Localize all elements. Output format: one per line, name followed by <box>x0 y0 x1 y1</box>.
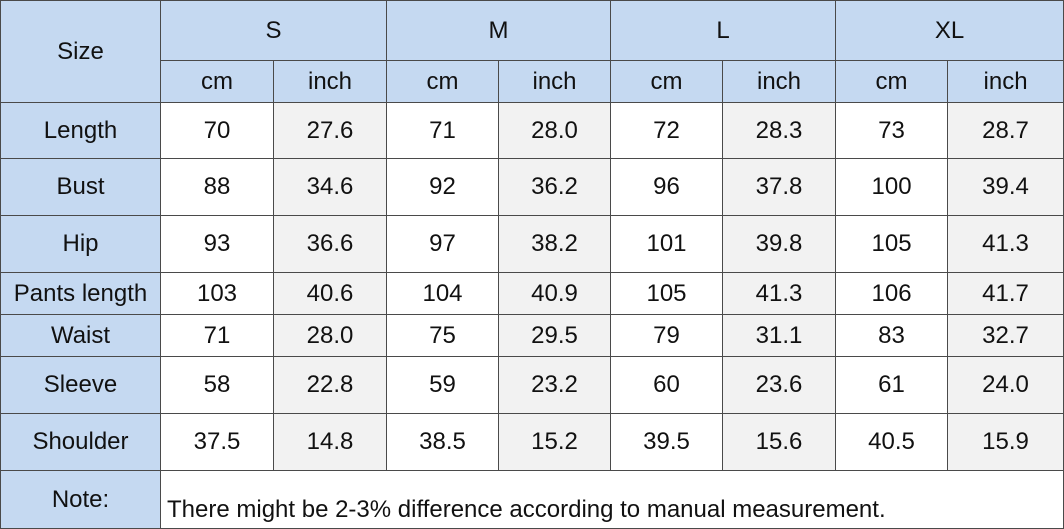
unit-header: inch <box>722 60 837 103</box>
value-cell: 83 <box>835 314 949 357</box>
value-cell: 28.0 <box>498 102 612 159</box>
value-cell: 15.2 <box>498 413 612 471</box>
value-cell: 36.2 <box>498 158 612 216</box>
value-cell: 59 <box>386 356 500 414</box>
value-cell: 31.1 <box>722 314 837 357</box>
value-cell: 41.7 <box>947 272 1064 315</box>
value-cell: 79 <box>610 314 724 357</box>
value-cell: 72 <box>610 102 724 159</box>
value-cell: 15.6 <box>722 413 837 471</box>
value-cell: 103 <box>160 272 274 315</box>
table-row: cm inch cm inch cm inch cm inch <box>1 60 1064 103</box>
value-cell: 100 <box>835 158 949 216</box>
value-cell: 37.8 <box>722 158 837 216</box>
table-row: Sleeve 58 22.8 59 23.2 60 23.6 61 24.0 <box>0 356 1064 414</box>
value-cell: 32.7 <box>947 314 1064 357</box>
note-text: There might be 2-3% difference according… <box>159 470 1064 529</box>
value-cell: 39.8 <box>722 215 837 273</box>
value-cell: 61 <box>835 356 949 414</box>
value-cell: 14.8 <box>272 413 388 471</box>
value-cell: 40.9 <box>498 272 612 315</box>
value-cell: 75 <box>386 314 500 357</box>
size-name: S <box>159 0 388 61</box>
unit-header: inch <box>498 60 612 103</box>
unit-header: cm <box>386 60 500 103</box>
value-cell: 73 <box>835 102 949 159</box>
value-cell: 104 <box>386 272 500 315</box>
table-row: Hip 93 36.6 97 38.2 101 39.8 105 41.3 <box>0 215 1064 273</box>
value-cell: 71 <box>160 314 274 357</box>
size-header: Size <box>0 0 161 103</box>
value-cell: 34.6 <box>272 158 388 216</box>
table-row: Note: There might be 2-3% difference acco… <box>0 470 1064 529</box>
size-name: L <box>610 0 837 61</box>
value-cell: 41.3 <box>722 272 837 315</box>
unit-header: inch <box>272 60 388 103</box>
value-cell: 40.6 <box>272 272 388 315</box>
value-cell: 97 <box>386 215 500 273</box>
value-cell: 105 <box>835 215 949 273</box>
value-cell: 105 <box>610 272 724 315</box>
value-cell: 22.8 <box>272 356 388 414</box>
row-label: Pants length <box>0 272 161 315</box>
table-row: Shoulder 37.5 14.8 38.5 15.2 39.5 15.6 40.5 15.9 <box>0 413 1064 471</box>
unit-header: inch <box>947 60 1064 103</box>
table-row: Pants length 103 40.6 104 40.9 105 41.3 106 41.7 <box>0 272 1064 315</box>
value-cell: 38.2 <box>498 215 612 273</box>
value-cell: 37.5 <box>160 413 274 471</box>
row-label: Shoulder <box>0 413 161 471</box>
value-cell: 71 <box>386 102 500 159</box>
value-cell: 23.2 <box>498 356 612 414</box>
value-cell: 88 <box>160 158 274 216</box>
value-cell: 70 <box>160 102 274 159</box>
value-cell: 38.5 <box>386 413 500 471</box>
value-cell: 101 <box>610 215 724 273</box>
table-row: Size S M L XL <box>0 0 1064 103</box>
value-cell: 93 <box>160 215 274 273</box>
value-cell: 29.5 <box>498 314 612 357</box>
value-cell: 41.3 <box>947 215 1064 273</box>
value-cell: 28.0 <box>272 314 388 357</box>
value-cell: 15.9 <box>947 413 1064 471</box>
row-label: Hip <box>0 215 161 273</box>
table-row: Waist 71 28.0 75 29.5 79 31.1 83 32.7 <box>0 314 1064 357</box>
size-name: M <box>386 0 612 61</box>
value-cell: 24.0 <box>947 356 1064 414</box>
value-cell: 92 <box>386 158 500 216</box>
value-cell: 27.6 <box>272 102 388 159</box>
unit-header: cm <box>610 60 724 103</box>
value-cell: 28.3 <box>722 102 837 159</box>
value-cell: 96 <box>610 158 724 216</box>
value-cell: 40.5 <box>835 413 949 471</box>
value-cell: 28.7 <box>947 102 1064 159</box>
value-cell: 36.6 <box>272 215 388 273</box>
row-label: Bust <box>0 158 161 216</box>
value-cell: 23.6 <box>722 356 837 414</box>
value-cell: 60 <box>610 356 724 414</box>
row-label: Sleeve <box>0 356 161 414</box>
table-row: Length 70 27.6 71 28.0 72 28.3 73 28.7 <box>0 102 1064 159</box>
unit-header: cm <box>160 60 274 103</box>
row-label: Length <box>0 102 161 159</box>
unit-header: cm <box>835 60 949 103</box>
value-cell: 39.5 <box>610 413 724 471</box>
value-cell: 106 <box>835 272 949 315</box>
size-name: XL <box>835 0 1064 61</box>
table-row: Bust 88 34.6 92 36.2 96 37.8 100 39.4 <box>0 158 1064 216</box>
value-cell: 39.4 <box>947 158 1064 216</box>
row-label: Waist <box>0 314 161 357</box>
note-label: Note: <box>0 470 161 529</box>
value-cell: 58 <box>160 356 274 414</box>
